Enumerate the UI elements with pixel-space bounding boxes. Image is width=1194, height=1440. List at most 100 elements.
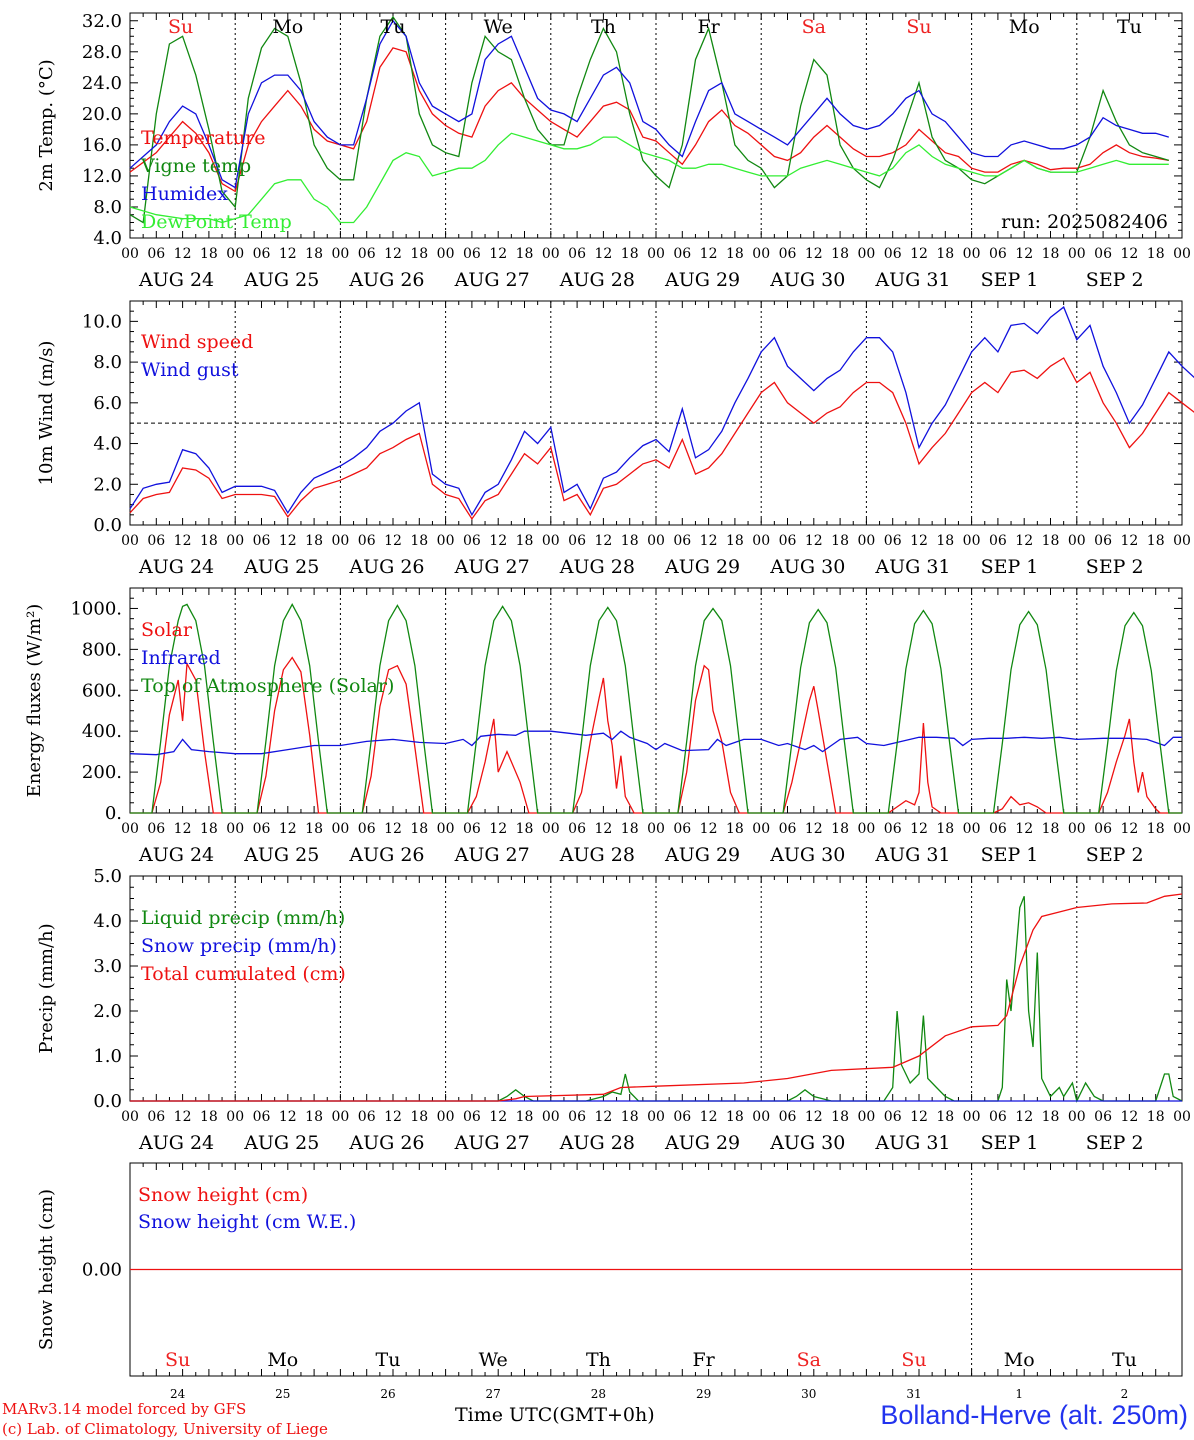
y-tick-label: 10.0 [82,311,122,332]
series-vigne-temp [129,15,1169,224]
hour-label: 06 [253,533,271,549]
y-tick-label: 200. [82,762,122,783]
hour-label: 18 [936,246,954,262]
hour-label: 06 [463,533,481,549]
day-name: Su [906,16,931,38]
hour-label: 18 [831,1109,849,1125]
hour-label: 18 [516,533,534,549]
day-name: Mo [1004,1349,1035,1371]
day-name: Th [591,16,616,38]
hour-label: 12 [700,246,718,262]
legend-entry: Wind speed [141,331,253,353]
hour-label: 18 [200,821,218,837]
legend-entry: Vigne temp [140,155,251,177]
series-humidex [129,19,1169,189]
hour-label: 12 [1015,821,1033,837]
y-tick-label: 28.0 [82,42,122,63]
day-number: 24 [170,1387,186,1401]
hour-label: 06 [779,533,797,549]
hour-label: 18 [200,533,218,549]
hour-label: 00 [1068,821,1086,837]
hour-label: 06 [147,246,165,262]
legend-entry: Snow height (cm W.E.) [138,1211,356,1233]
hour-label: 06 [358,821,376,837]
hour-label: 18 [410,533,428,549]
hour-label: 12 [910,533,928,549]
day-date: SEP 1 [981,556,1039,578]
hour-label: 00 [857,246,875,262]
y-tick-label: 0.0 [93,1091,122,1112]
hour-label: 12 [279,821,297,837]
y-tick-label: 1.0 [93,1046,122,1067]
hour-label: 06 [673,246,691,262]
hour-label: 06 [1094,1109,1112,1125]
hour-label: 12 [489,533,507,549]
hour-label: 00 [752,821,770,837]
hour-label: 06 [358,1109,376,1125]
series-temperature [129,47,1169,193]
hour-label: 06 [1094,533,1112,549]
hour-label: 00 [331,1109,349,1125]
y-axis-label: Snow height (cm) [36,1189,57,1350]
hour-label: 00 [121,1109,139,1125]
y-axis-label: Precip (mm/h) [36,923,57,1053]
hour-label: 18 [1042,1109,1060,1125]
hour-label: 18 [936,1109,954,1125]
legend-entry: Temperature [141,127,265,149]
day-date: AUG 24 [138,556,214,578]
hour-label: 06 [568,1109,586,1125]
day-number: 25 [275,1387,290,1401]
legend-entry: Liquid precip (mm/h) [141,907,345,929]
hour-label: 06 [884,1109,902,1125]
day-date: SEP 1 [981,844,1039,866]
hour-label: 00 [121,246,139,262]
legend-entry: Humidex [141,183,228,205]
day-date: AUG 29 [664,556,740,578]
day-name: We [484,16,513,38]
hour-label: 06 [989,1109,1007,1125]
hour-label: 12 [910,246,928,262]
y-tick-label: 12.0 [82,166,122,187]
hour-label: 18 [305,246,323,262]
hour-label: 00 [121,821,139,837]
time-axis-label: Time UTC(GMT+0h) [455,1404,655,1426]
day-name: Sa [802,16,826,38]
hour-label: 12 [805,246,823,262]
y-tick-label: 4.0 [93,228,122,249]
hour-label: 06 [358,246,376,262]
hour-label: 12 [700,533,718,549]
hour-label: 06 [884,246,902,262]
hour-label: 12 [279,246,297,262]
hour-label: 12 [805,533,823,549]
hour-label: 00 [752,1109,770,1125]
day-date: AUG 26 [348,844,424,866]
hour-label: 00 [437,821,455,837]
hour-label: 06 [463,246,481,262]
hour-label: 00 [331,246,349,262]
hour-label: 18 [516,246,534,262]
day-name: We [479,1349,508,1371]
hour-label: 00 [437,246,455,262]
hour-label: 18 [621,533,639,549]
hour-label: 18 [410,246,428,262]
hour-label: 12 [489,821,507,837]
hour-label: 12 [1120,533,1138,549]
hour-label: 06 [779,1109,797,1125]
hour-label: 18 [1042,821,1060,837]
day-number: 31 [906,1387,921,1401]
day-date: AUG 25 [243,1132,319,1154]
hour-label: 18 [726,1109,744,1125]
legend-entry: Wind gust [141,359,239,381]
day-name: Mo [267,1349,298,1371]
hour-label: 12 [279,533,297,549]
day-name: Fr [692,1349,715,1371]
y-tick-label: 600. [82,680,122,701]
day-number: 28 [591,1387,606,1401]
hour-label: 12 [594,1109,612,1125]
legend-entry: Snow height (cm) [138,1184,308,1206]
y-tick-label: 800. [82,639,122,660]
hour-label: 18 [936,533,954,549]
hour-label: 00 [542,821,560,837]
day-date: AUG 24 [138,844,214,866]
